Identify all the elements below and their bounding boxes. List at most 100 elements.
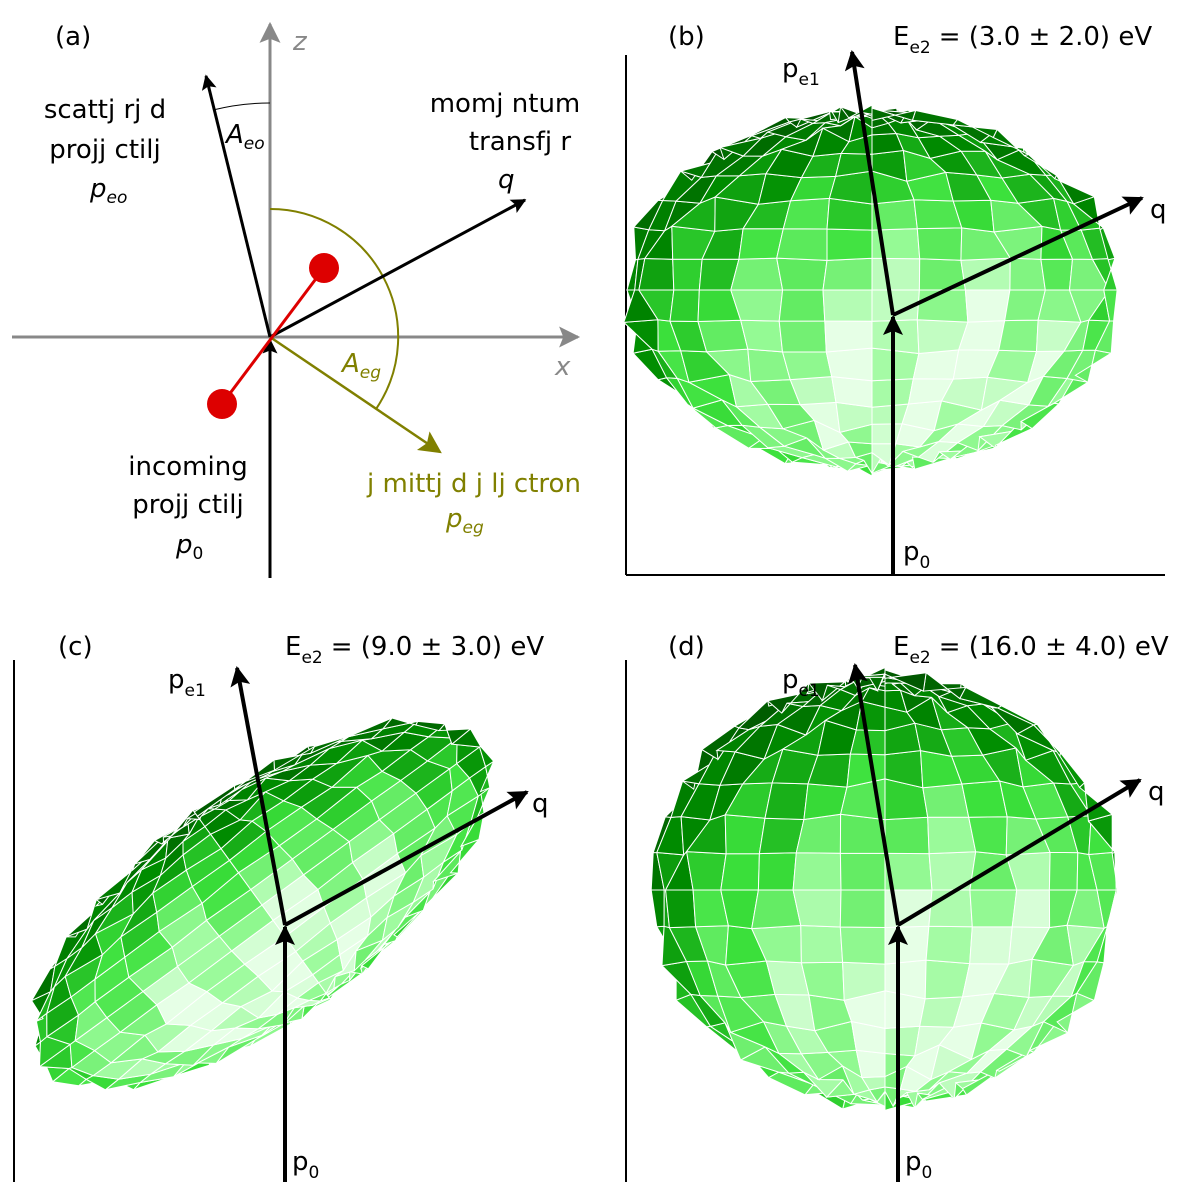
label: j mittj d j lj ctron [366,469,581,499]
symbol-sub: e2 [301,648,322,668]
mesh-cell [1010,258,1045,290]
mesh-cell [739,229,783,260]
symbol-base: E [285,632,301,662]
mesh-cell [840,853,885,890]
label: projj ctilj [49,135,160,165]
mesh-cell [840,814,885,853]
mesh-cell [793,853,841,890]
mesh-cell [926,926,972,963]
mesh-cell [928,817,976,853]
angle-arc [213,103,270,110]
figure: (a) z x scattj rj d projj ctilj peo Aeo … [0,0,1202,1182]
mesh-cell [639,259,674,291]
symbol: Aeo [224,120,265,154]
energy-value: = (3.0 ± 2.0) eV [939,22,1153,52]
mesh-cell [970,890,1017,927]
mesh-cell [885,926,929,964]
symbol-sub: eo [244,134,265,154]
mesh-cell [840,927,885,964]
mesh-cell [783,352,832,380]
panel-label: (c) [58,632,93,662]
label: transfj r [469,127,571,157]
mesh-cell [687,852,727,890]
axis-label: z [292,27,308,57]
axis-label: q [532,789,549,819]
mesh-cell [670,290,699,322]
mesh-cell [758,853,796,890]
energy-label: Ee2= (3.0 ± 2.0) eV [893,22,1152,58]
mesh-cell [779,321,826,352]
symbol-sub: eg [463,518,484,538]
panel: (c)Ee2= (9.0 ± 3.0) eVpe1qp0 [14,632,549,1182]
mesh-cell [1012,890,1049,928]
mesh-cell [913,350,958,379]
mesh-cell [777,258,827,290]
symbol: peo [89,174,127,208]
mesh-cell [1041,259,1073,290]
axis-label: q [1148,777,1165,807]
mesh-cell [666,890,696,928]
symbol-sub: 0 [193,544,204,564]
mesh-cell [999,320,1038,351]
symbol-sub: e2 [909,648,930,668]
mesh-cell [793,890,841,927]
mesh-cell [651,890,664,927]
symbol-base: p [782,54,799,84]
label: incoming [128,452,247,482]
axis-label: x [554,352,571,382]
symbol-base: p [445,504,463,534]
panel-label: (d) [668,632,705,662]
axis-label: q [1150,195,1167,225]
mesh-cell [823,258,872,290]
mesh-cell [779,290,825,321]
axis-label: p0 [903,537,930,573]
dipole-end [207,389,237,419]
symbol-sub: e1 [185,681,206,701]
mesh-cell [752,890,801,929]
mesh-cell [917,290,968,322]
label: momj ntum [430,89,581,119]
mesh-cell [832,377,872,408]
mesh-cell [965,290,1010,322]
symbol-base: p [903,537,920,567]
scattered-arrow [206,76,270,337]
mesh-cell [698,320,748,352]
axis-label: pe1 [168,665,206,701]
panel-a: (a) z x scattj rj d projj ctilj peo Aeo … [12,22,581,578]
symbol: p0 [175,530,203,564]
symbol-base: p [168,665,185,695]
symbol-base: p [782,665,799,695]
mesh-cell [731,258,783,290]
mesh-cell [765,783,808,820]
mesh-cell [923,784,969,817]
symbol: peg [445,504,484,538]
axis-label: pe1 [782,54,820,90]
mesh-cell [1049,852,1077,890]
label: scattj rj d [44,95,166,125]
energy-label: Ee2 = (9.0 ± 3.0) eV [285,632,544,668]
symbol-sub: 0 [922,1163,933,1182]
mesh-cell [777,229,827,261]
symbol-base: p [175,530,193,560]
panel-label: (a) [55,22,91,52]
mesh-cell [826,348,872,381]
symbol-base: p [905,1147,922,1177]
symbol-sub: eg [360,363,381,383]
mesh-cell [721,854,760,890]
energy-value: = (9.0 ± 3.0) eV [331,632,545,662]
axis-label: pe1 [782,665,820,701]
axis-label: p0 [292,1147,319,1182]
mesh-cell [872,258,920,290]
symbol-sub: eo [107,188,128,208]
symbol-sub: 0 [920,553,931,573]
mesh-cell [840,890,885,928]
symbol-base: E [893,22,909,52]
symbol: Aeg [340,349,381,383]
mesh-cell [827,229,872,260]
symbol-sub: 0 [309,1163,320,1182]
mesh-cell [725,815,765,854]
label: projj ctilj [132,490,243,520]
symbol-base: p [89,174,107,204]
